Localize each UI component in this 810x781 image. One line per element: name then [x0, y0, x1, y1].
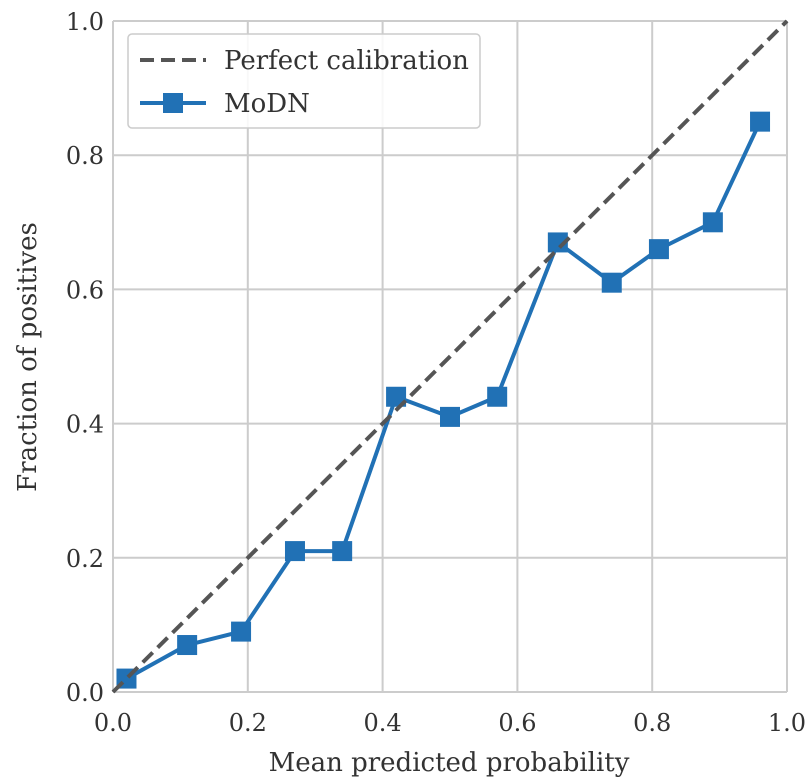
modn-line [125, 120, 762, 681]
x-axis-label: Mean predicted probability [269, 748, 630, 778]
x-tick-label: 0.0 [94, 709, 132, 737]
modn-point [601, 272, 622, 293]
y-tick-label: 0.4 [66, 411, 104, 439]
modn-point [284, 541, 305, 562]
perfect-calibration-line [111, 19, 789, 694]
modn-point [547, 232, 568, 253]
modn-point [648, 239, 669, 260]
x-tick-label: 0.2 [229, 709, 267, 737]
y-axis-label: Fraction of positives [13, 222, 43, 492]
x-tick-label: 1.0 [768, 709, 806, 737]
y-tick-label: 0.8 [66, 142, 104, 170]
legend-modn-marker [163, 93, 183, 113]
legend-perfect-calibration-label: Perfect calibration [224, 46, 469, 76]
modn-point [231, 621, 252, 642]
modn-point [177, 635, 198, 656]
modn-point [702, 212, 723, 233]
modn-point [386, 386, 407, 407]
x-tick-label: 0.4 [364, 709, 402, 737]
y-tick-label: 0.2 [66, 545, 104, 573]
legend-modn-label: MoDN [224, 89, 310, 119]
legend: Perfect calibration MoDN [127, 33, 481, 129]
x-tick-label: 0.6 [498, 709, 536, 737]
x-tick-label: 0.8 [633, 709, 671, 737]
plot-series [111, 19, 789, 694]
modn-point [750, 111, 771, 132]
modn-point [332, 541, 353, 562]
tick-labels: 0.0 0.2 0.4 0.6 0.8 1.0 0.0 0.2 0.4 0.6 0.8 1.0 [66, 8, 806, 737]
y-tick-label: 0.6 [66, 276, 104, 304]
y-tick-label: 0.0 [66, 679, 104, 707]
modn-point [440, 406, 460, 427]
y-tick-label: 1.0 [66, 8, 104, 36]
legend-box [127, 33, 481, 129]
modn-point [487, 386, 508, 407]
